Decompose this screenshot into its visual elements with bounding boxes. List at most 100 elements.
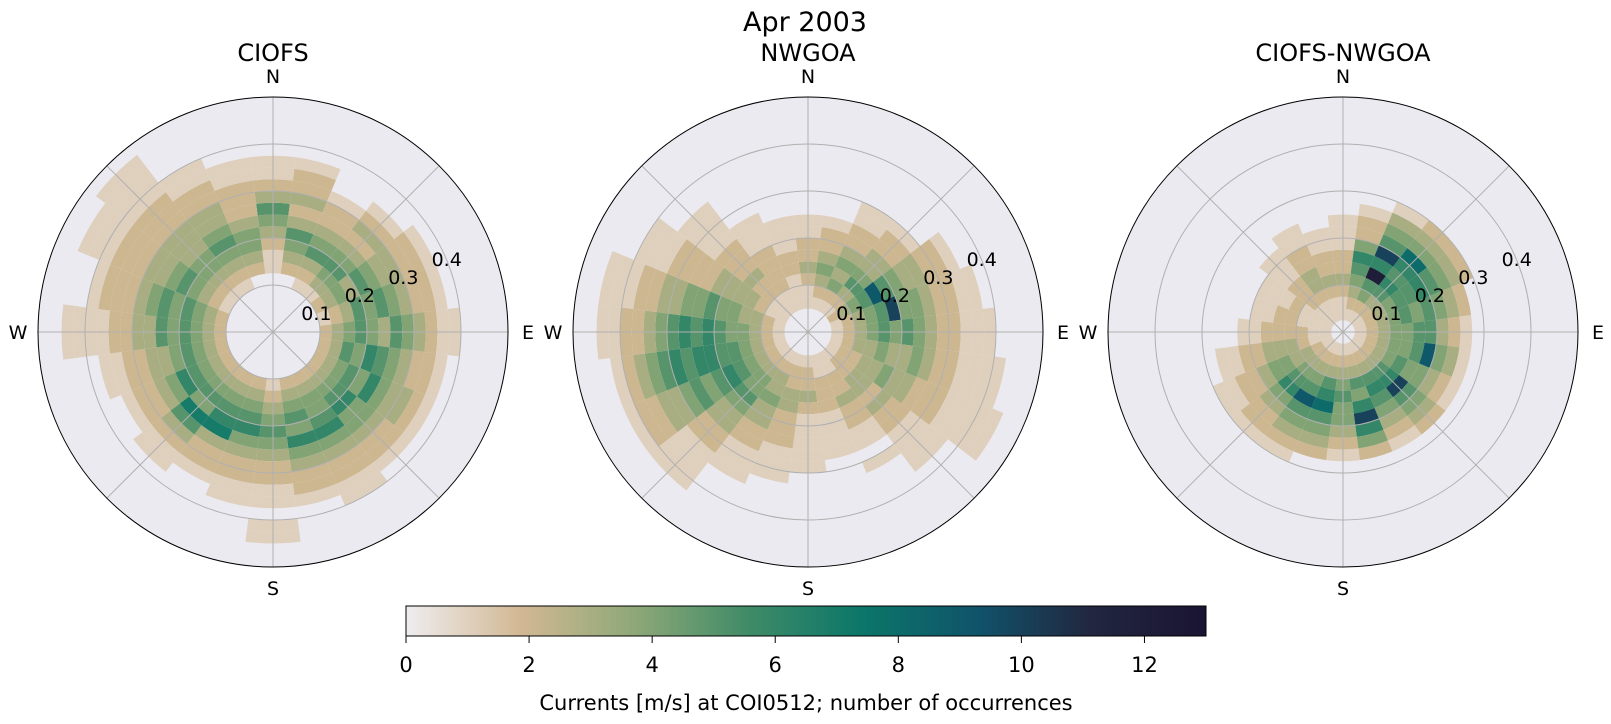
histogram-bin: [1334, 308, 1342, 322]
histogram-bin: [721, 274, 743, 301]
histogram-bin: [785, 273, 802, 289]
histogram-bin: [1347, 310, 1358, 323]
histogram-bin: [180, 190, 220, 221]
histogram-bin: [790, 364, 804, 379]
histogram-bin: [384, 239, 415, 279]
histogram-bin: [857, 201, 894, 230]
histogram-bin: [699, 372, 725, 404]
histogram-bin: [781, 386, 801, 402]
histogram-bin: [1257, 434, 1294, 463]
histogram-bin: [110, 224, 143, 270]
histogram-bin: [776, 250, 799, 267]
histogram-bin: [852, 425, 887, 452]
histogram-bin: [814, 375, 831, 391]
histogram-bin: [757, 387, 782, 408]
angular-grid-line: [807, 331, 975, 499]
angular-grid-line: [807, 165, 975, 333]
histogram-bin: [230, 378, 251, 398]
angular-grid-line: [272, 331, 440, 499]
histogram-bin: [424, 353, 448, 400]
compass-label-s: S: [1337, 578, 1349, 600]
histogram-bin: [910, 381, 939, 418]
histogram-bin: [289, 192, 327, 213]
histogram-bin: [1445, 246, 1474, 283]
histogram-bin: [894, 344, 913, 373]
histogram-bin: [1365, 266, 1386, 286]
histogram-bin: [205, 483, 252, 507]
histogram-bin: [208, 234, 238, 258]
histogram-bin: [219, 451, 257, 472]
histogram-bin: [1383, 415, 1415, 441]
angular-grid-line: [1176, 165, 1344, 333]
histogram-bin: [1245, 367, 1269, 397]
angular-grid-line: [1176, 331, 1344, 499]
histogram-bin: [905, 345, 925, 377]
histogram-bin: [294, 483, 341, 507]
histogram-bin: [1325, 285, 1339, 300]
histogram-bin: [280, 262, 300, 278]
histogram-bin: [121, 390, 152, 433]
histogram-bin: [338, 274, 360, 301]
histogram-bin: [862, 339, 878, 359]
histogram-bin: [873, 274, 895, 301]
histogram-bin: [1300, 266, 1321, 286]
histogram-bin: [86, 260, 111, 309]
radial-tick-label: 0.3: [923, 267, 953, 289]
histogram-bin: [677, 381, 706, 418]
histogram-bin: [1212, 381, 1241, 418]
histogram-bin: [232, 418, 261, 437]
histogram-bin: [609, 255, 635, 308]
histogram-bin: [1271, 223, 1303, 249]
histogram-bin: [1398, 281, 1419, 306]
histogram-bin: [1374, 245, 1401, 267]
histogram-bin: [829, 335, 843, 346]
histogram-bin: [848, 415, 880, 441]
histogram-bin: [981, 356, 1007, 409]
histogram-bin: [1451, 347, 1472, 382]
histogram-bin: [1344, 342, 1352, 356]
histogram-bin: [292, 168, 336, 191]
histogram-bin: [609, 356, 635, 409]
histogram-bin: [1311, 250, 1334, 267]
histogram-bin: [1361, 340, 1376, 354]
radial-tick-label: 0.2: [345, 285, 375, 307]
histogram-bin: [222, 387, 247, 408]
histogram-bin: [392, 348, 413, 386]
histogram-bin: [738, 305, 754, 325]
colorbar-tick-label: 4: [645, 653, 658, 677]
radial-tick-label: 0.1: [301, 303, 331, 325]
histogram-bin: [1320, 273, 1337, 289]
histogram-bin: [1378, 406, 1408, 430]
histogram-bin: [1321, 350, 1335, 365]
histogram-bin: [938, 394, 971, 440]
histogram-bin: [1351, 299, 1365, 314]
histogram-bin: [1238, 344, 1257, 373]
histogram-bin: [688, 376, 715, 411]
histogram-bin: [949, 269, 972, 313]
histogram-bin: [1398, 358, 1419, 383]
histogram-bin: [289, 451, 327, 472]
histogram-bin: [1353, 333, 1367, 341]
histogram-bin: [749, 338, 765, 355]
histogram-bin: [1316, 386, 1336, 402]
histogram-bin: [959, 264, 983, 311]
histogram-bin: [1328, 310, 1339, 323]
histogram-bin: [773, 318, 787, 329]
histogram-bin: [679, 347, 700, 382]
histogram-bin: [1310, 340, 1325, 354]
histogram-bins: [61, 154, 461, 544]
histogram-bin: [1302, 227, 1331, 246]
histogram-bin: [98, 264, 122, 311]
histogram-bin: [816, 350, 830, 365]
histogram-bin: [356, 260, 382, 292]
histogram-bin: [210, 473, 254, 496]
histogram-bin: [168, 344, 187, 373]
histogram-bin: [834, 256, 859, 277]
histogram-bin: [1308, 335, 1322, 346]
histogram-bin: [729, 425, 764, 452]
histogram-bin: [1386, 338, 1402, 355]
histogram-bin: [938, 350, 960, 391]
histogram-bin: [736, 415, 768, 441]
polar-panels: CIOFS 0.1 0.2 0.3 0.4 N E S W NWGOA 0.1 0.2 0.3 0.4 N E…: [9, 39, 1604, 600]
